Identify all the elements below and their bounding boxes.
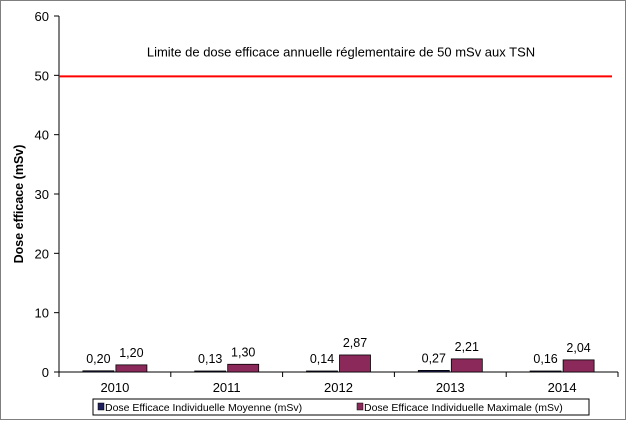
- x-tick-label-2014: 2014: [548, 380, 577, 395]
- x-tick-label-2012: 2012: [324, 380, 353, 395]
- y-tick-label-60: 60: [35, 9, 49, 24]
- bar-maximale-2011: [227, 363, 260, 373]
- x-tick-label-2010: 2010: [100, 380, 129, 395]
- legend-label-maximale: Dose Efficace Individuelle Maximale (mSv…: [364, 402, 563, 414]
- y-tick-label-30: 30: [35, 187, 49, 202]
- bar-maximale-2013: [450, 358, 483, 373]
- y-axis-title: Dose efficace (mSv): [12, 145, 26, 264]
- bar-moyenne-2014: [529, 370, 562, 373]
- data-label-maximale-2014: 2,04: [566, 341, 590, 355]
- data-label-moyenne-2010: 0,20: [86, 352, 110, 366]
- bar-maximale-2010: [115, 364, 148, 373]
- legend-box: [92, 398, 590, 416]
- y-tick-label-0: 0: [42, 365, 49, 380]
- y-tick-label-20: 20: [35, 246, 49, 261]
- x-tick-label-2011: 2011: [213, 380, 241, 395]
- legend-swatch-maximale: [356, 402, 364, 411]
- bar-moyenne-2010: [82, 370, 115, 373]
- regulatory-limit-label: Limite de dose efficace annuelle régleme…: [147, 44, 535, 59]
- data-label-maximale-2012: 2,87: [343, 336, 367, 350]
- data-label-moyenne-2011: 0,13: [198, 352, 222, 366]
- data-label-maximale-2013: 2,21: [455, 340, 479, 354]
- legend: Dose Efficace Individuelle Moyenne (mSv)…: [92, 398, 590, 416]
- bar-maximale-2014: [562, 359, 595, 373]
- bar-maximale-2012: [339, 354, 371, 373]
- y-tick-label-10: 10: [35, 306, 49, 321]
- data-label-moyenne-2013: 0,27: [422, 351, 446, 365]
- labels-layer: 2010 0,20 1,20 2011 0,13 1,30 2012 0,14 2,87 2013…: [86, 336, 591, 395]
- y-tick-label-50: 50: [35, 68, 49, 83]
- data-label-moyenne-2014: 0,16: [533, 352, 557, 366]
- data-label-moyenne-2012: 0,14: [310, 352, 334, 366]
- legend-swatch-moyenne: [97, 402, 105, 411]
- bar-moyenne-2011: [194, 370, 227, 373]
- bars-layer: [82, 354, 595, 373]
- legend-label-moyenne: Dose Efficace Individuelle Moyenne (mSv): [105, 402, 302, 414]
- axis-layer: 0 10 20 30 40 50 60: [35, 9, 619, 380]
- bar-moyenne-2013: [417, 369, 450, 373]
- data-label-maximale-2010: 1,20: [119, 346, 143, 360]
- x-tick-label-2013: 2013: [436, 380, 465, 395]
- bar-moyenne-2012: [306, 370, 338, 373]
- y-tick-label-40: 40: [35, 128, 49, 143]
- data-label-maximale-2011: 1,30: [231, 345, 255, 359]
